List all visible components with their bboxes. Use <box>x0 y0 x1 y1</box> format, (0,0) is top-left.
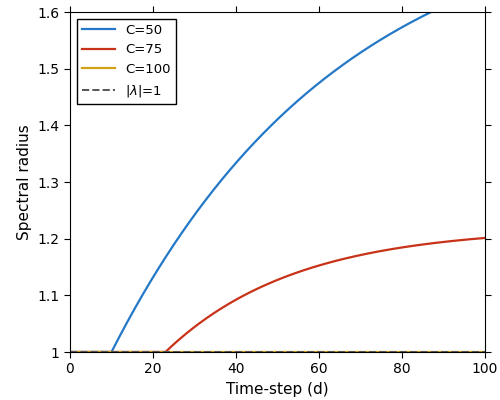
C=75 <box>482 236 488 240</box>
Y-axis label: Spectral radius: Spectral radius <box>17 124 32 240</box>
C=75 <box>226 301 232 306</box>
C=100 <box>114 350 120 354</box>
C=75 <box>244 291 250 296</box>
C=50 <box>226 168 232 173</box>
C=75 <box>429 241 435 246</box>
C=75 <box>67 350 73 354</box>
C=75 <box>114 350 120 354</box>
C=50 <box>244 148 250 153</box>
C=50 <box>139 294 145 298</box>
C=50 <box>114 338 120 343</box>
C=75 <box>474 236 480 241</box>
C=100 <box>139 350 145 354</box>
Legend: C=50, C=75, C=100, |$\lambda$|=1: C=50, C=75, C=100, |$\lambda$|=1 <box>76 18 176 104</box>
C=100 <box>474 350 480 354</box>
C=75 <box>139 350 145 354</box>
C=100 <box>482 350 488 354</box>
C=100 <box>429 350 435 354</box>
X-axis label: Time-step (d): Time-step (d) <box>226 382 329 397</box>
C=100 <box>226 350 232 354</box>
C=100 <box>244 350 250 354</box>
Line: C=75: C=75 <box>70 238 485 352</box>
C=50 <box>429 9 435 14</box>
C=100 <box>67 350 73 354</box>
Line: C=50: C=50 <box>70 0 485 352</box>
C=50 <box>67 350 73 354</box>
